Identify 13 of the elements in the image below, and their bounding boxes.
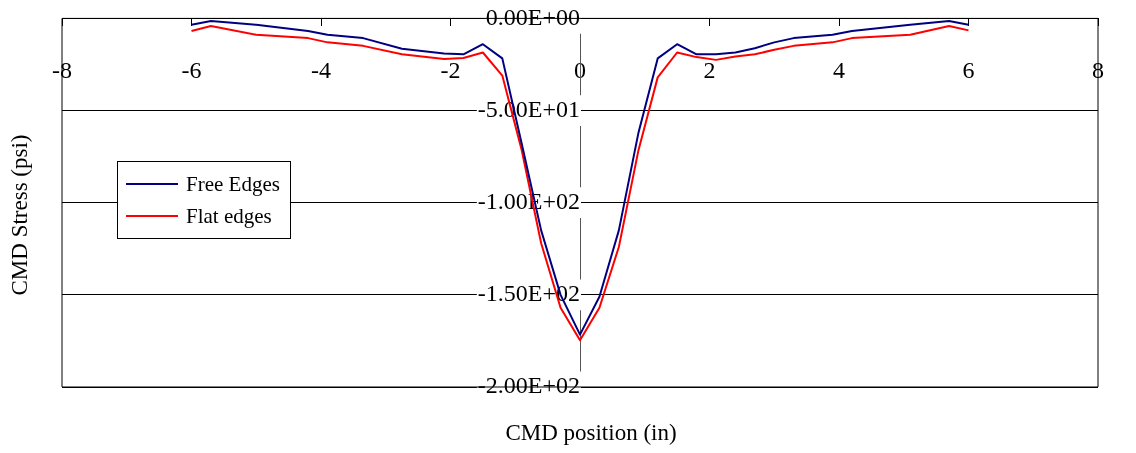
x-tick-label: 2: [703, 57, 716, 84]
y-tick-label: -2.00E+02: [477, 372, 580, 399]
legend-label: Flat edges: [186, 203, 272, 229]
x-tick-label: -2: [440, 57, 461, 84]
y-axis-title: CMD Stress (psi): [7, 133, 33, 298]
x-tick-label: 4: [833, 57, 845, 84]
x-tick-label: -4: [311, 57, 331, 84]
x-tick-label: -6: [181, 57, 202, 84]
x-axis-title: CMD position (in): [504, 420, 678, 446]
x-tick-label: 6: [962, 57, 975, 84]
legend-label: Free Edges: [186, 171, 280, 197]
x-tick-label: 8: [1092, 57, 1104, 84]
x-tick-label: -8: [52, 57, 72, 84]
